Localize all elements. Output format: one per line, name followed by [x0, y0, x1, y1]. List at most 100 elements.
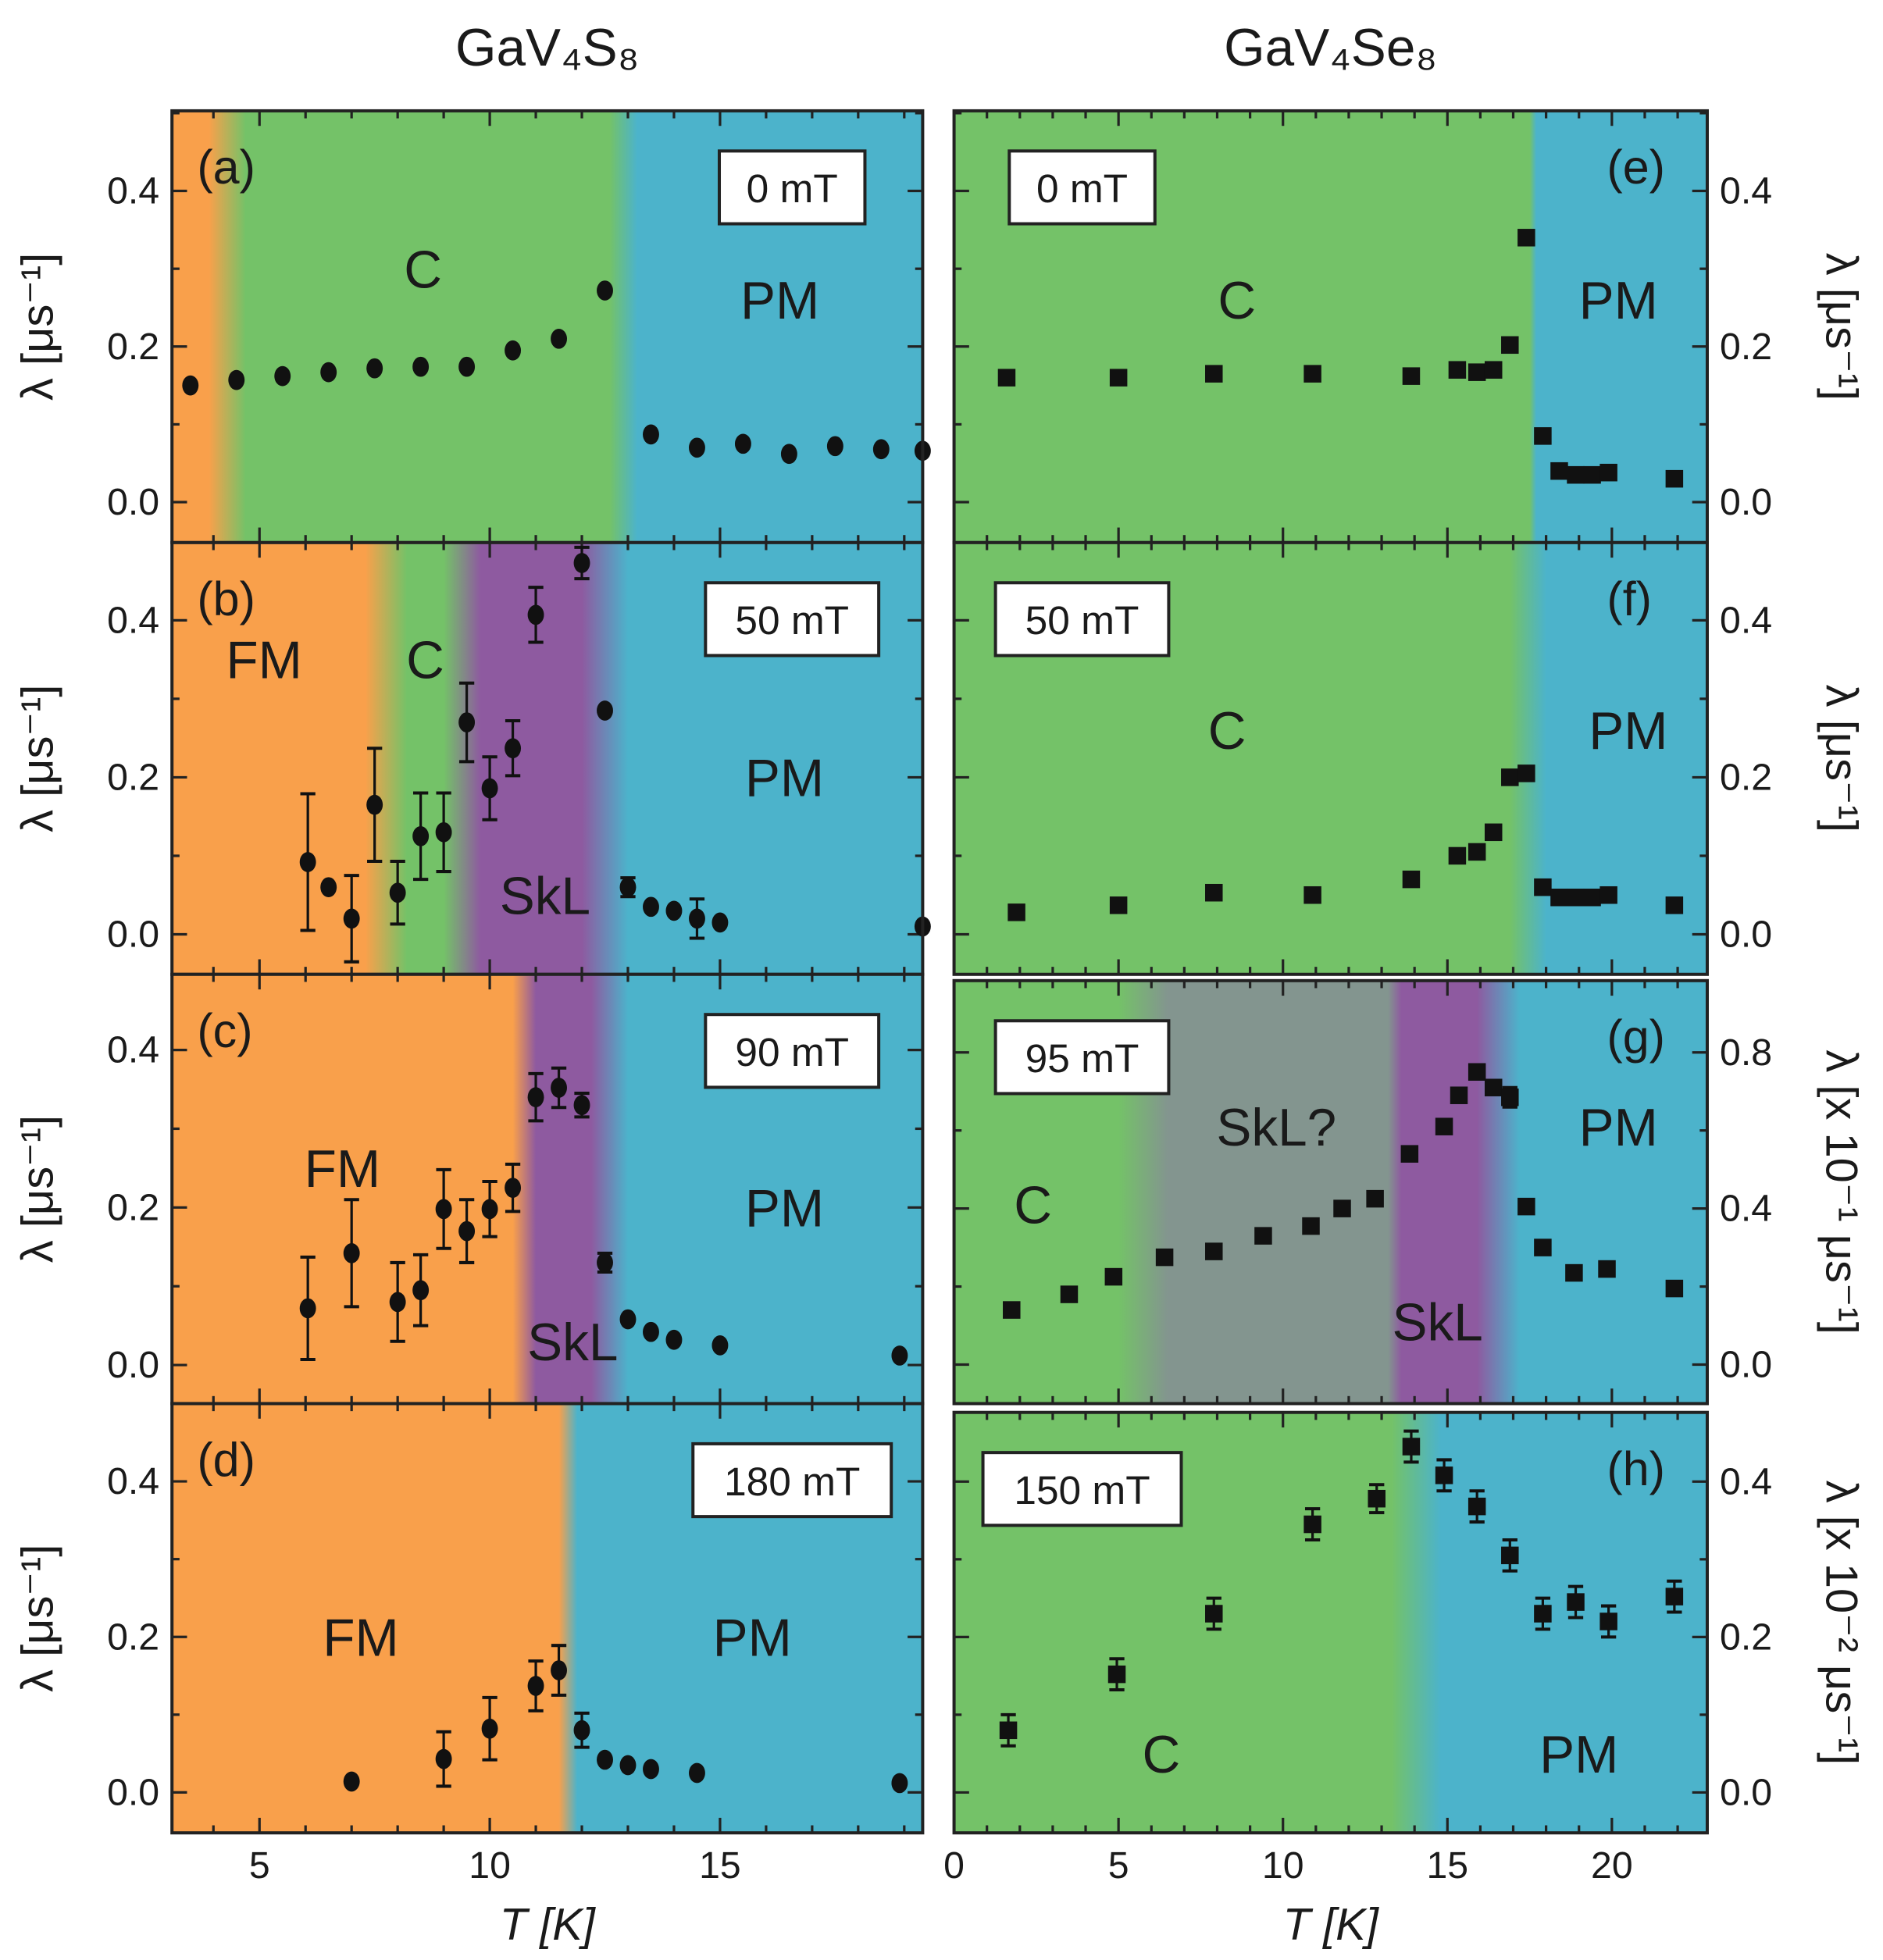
data-point — [619, 1755, 637, 1776]
data-point — [1484, 361, 1503, 379]
field-label: 95 mT — [1025, 1035, 1139, 1081]
phase-label: C — [1208, 702, 1246, 761]
panel-frame — [952, 978, 1709, 1406]
title-left: GaV₄S₈ — [455, 19, 640, 77]
y-tick-label: 0.2 — [1720, 757, 1772, 799]
data-point — [1665, 896, 1684, 914]
data-point — [1003, 1301, 1021, 1319]
panel-letter: (f) — [1607, 572, 1652, 625]
data-point — [1534, 1238, 1552, 1256]
data-point — [1400, 1145, 1419, 1163]
data-point — [320, 362, 337, 383]
phase-label: SkL? — [1216, 1099, 1336, 1157]
data-point — [1517, 1197, 1535, 1216]
y-tick-label: 0.0 — [107, 481, 159, 523]
panel-letter: (h) — [1607, 1442, 1665, 1495]
panel-frame — [952, 540, 1709, 976]
data-point — [1402, 870, 1421, 889]
data-point — [573, 1719, 590, 1741]
field-box — [1007, 149, 1157, 226]
data-point — [1107, 1665, 1126, 1684]
field-box — [993, 1019, 1171, 1096]
data-point — [505, 340, 522, 361]
data-point — [505, 1178, 522, 1198]
data-point — [711, 1335, 729, 1356]
data-point — [688, 908, 705, 929]
data-point — [435, 1748, 452, 1769]
data-point — [389, 882, 406, 903]
data-series — [997, 229, 1684, 488]
phase-label: C — [1143, 1726, 1181, 1784]
data-series — [1007, 764, 1684, 921]
data-point — [458, 356, 476, 377]
data-point — [1550, 461, 1568, 480]
data-series — [299, 1066, 908, 1366]
data-point — [665, 1329, 683, 1350]
panel-h: 0.0 0.2 0.4 0 5 10 15 20 λ [x 10⁻² μs⁻¹] C PM (h) 15… — [943, 1410, 1867, 1887]
data-point — [435, 1199, 452, 1220]
phase-label: PM — [713, 1609, 792, 1667]
data-point — [1567, 465, 1585, 484]
data-point — [1060, 1285, 1079, 1303]
y-tick-label: 0.2 — [107, 1616, 159, 1658]
data-point — [891, 1773, 908, 1794]
data-point — [597, 280, 613, 301]
data-point — [688, 437, 705, 458]
data-point — [1468, 1063, 1486, 1081]
data-point — [1534, 427, 1552, 445]
data-point — [527, 1676, 544, 1696]
data-point — [1665, 1588, 1684, 1605]
data-point — [551, 1660, 567, 1680]
phase-label: SkL — [1392, 1294, 1482, 1352]
data-point — [1450, 1086, 1468, 1104]
phase-label: PM — [1539, 1726, 1618, 1784]
data-point — [1534, 1605, 1552, 1623]
data-point — [274, 365, 291, 387]
panel-c: 0.0 0.2 0.4 λ [μs⁻¹] FM SkL PM (c) 90 mT — [13, 972, 925, 1406]
xlabel-left: T [K] — [500, 1900, 597, 1950]
panel-frame — [170, 1402, 925, 1835]
data-point — [1109, 896, 1128, 914]
data-series — [182, 280, 931, 465]
data-point — [1205, 1242, 1223, 1260]
data-point — [891, 1345, 908, 1366]
data-point — [1501, 1088, 1519, 1107]
y-axis-label: λ [μs⁻¹] — [13, 1545, 63, 1692]
data-point — [1501, 768, 1519, 786]
data-point — [1599, 463, 1617, 482]
phase-label: SkL — [527, 1313, 618, 1372]
data-point — [1205, 365, 1223, 383]
data-point — [643, 424, 659, 445]
data-point — [1550, 888, 1568, 907]
data-series — [343, 1644, 908, 1794]
data-point — [1155, 1248, 1174, 1267]
data-point — [1517, 229, 1535, 247]
y-tick-label: 0.4 — [107, 1460, 159, 1502]
data-point — [412, 825, 430, 846]
x-tick-label: 15 — [699, 1844, 741, 1887]
y-tick-label: 0.2 — [1720, 1616, 1772, 1658]
field-box — [691, 1441, 893, 1519]
y-tick-label: 0.0 — [107, 1344, 159, 1386]
data-point — [1534, 878, 1552, 896]
y-tick-label: 0.4 — [1720, 1460, 1772, 1502]
phase-label: C — [1218, 272, 1256, 330]
data-point — [1302, 1217, 1320, 1235]
data-series — [999, 1429, 1684, 1748]
data-series — [1003, 1063, 1684, 1319]
y-tick-label: 0.4 — [1720, 599, 1772, 641]
data-point — [1665, 1279, 1684, 1298]
y-tick-label: 0.0 — [107, 914, 159, 956]
data-point — [999, 1721, 1018, 1740]
y-axis-label: λ [x 10⁻² μs⁻¹] — [1817, 1481, 1867, 1765]
data-point — [1468, 363, 1486, 381]
data-point — [1368, 1489, 1386, 1508]
data-point — [481, 1718, 498, 1739]
data-point — [458, 712, 476, 732]
phase-label: PM — [1579, 1099, 1658, 1157]
data-point — [1333, 1199, 1351, 1217]
phase-label: PM — [740, 272, 819, 330]
data-point — [688, 1762, 705, 1784]
data-point — [527, 1087, 544, 1107]
data-point — [481, 778, 498, 799]
